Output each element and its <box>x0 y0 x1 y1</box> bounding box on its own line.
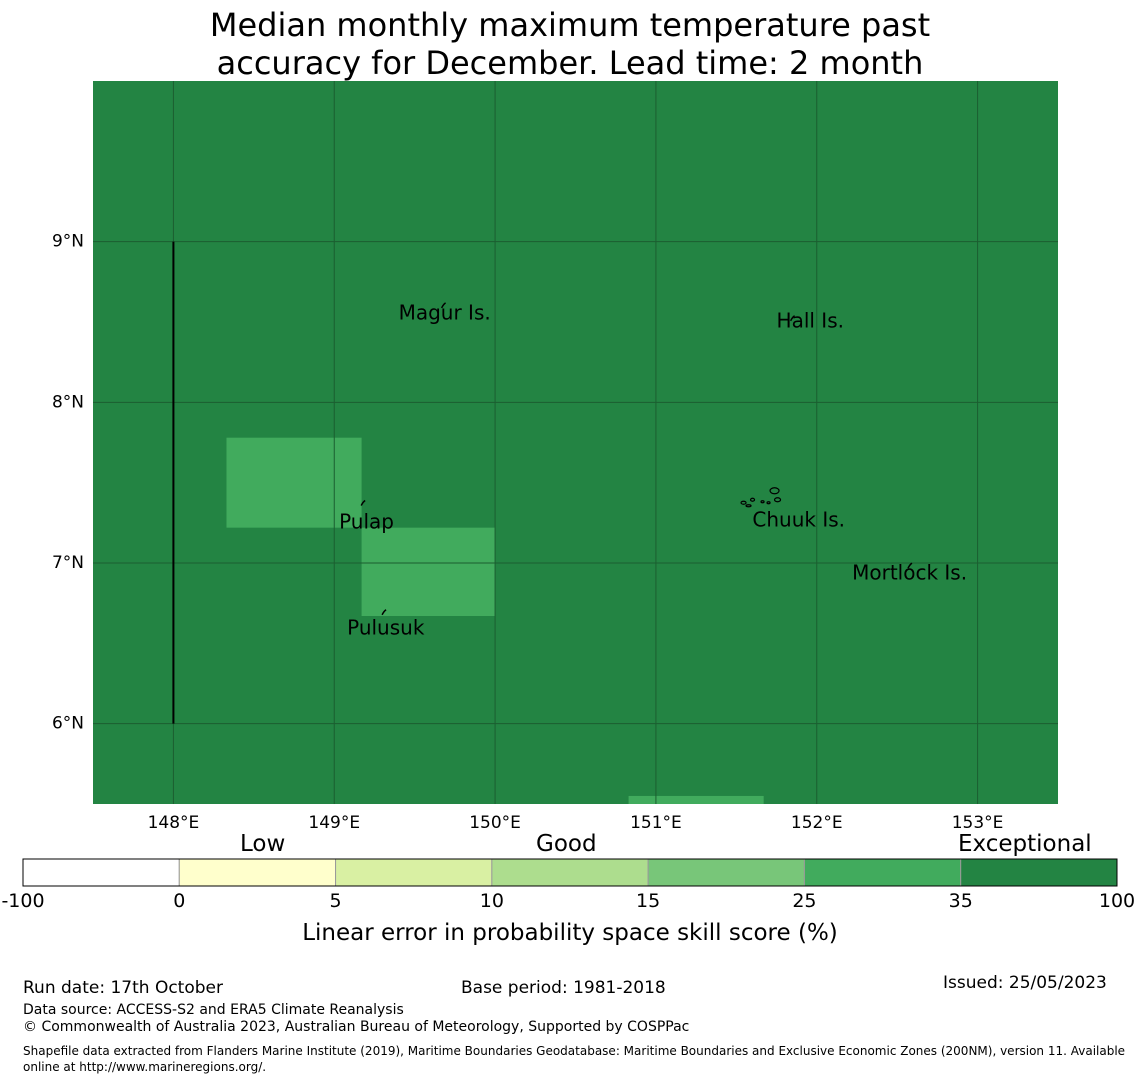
island-pulusuk-outline <box>381 609 387 616</box>
lon-tick-label: 152°E <box>791 813 843 833</box>
colorbar-bin-10-15 <box>491 858 649 887</box>
lon-tick-label: 153°E <box>952 813 1004 833</box>
lat-tick-label: 8°N <box>52 392 84 412</box>
colorbar-bin-35-100 <box>960 858 1118 887</box>
place-labels: Magur Is. Hall Is. Pulap Chuuk Is. Mortlock … <box>339 300 967 639</box>
island-chuuk-outline <box>740 487 782 508</box>
colorbar-bin-0-5 <box>178 858 337 887</box>
lon-tick-label: 150°E <box>469 813 521 833</box>
lat-tick-label: 7°N <box>52 553 84 573</box>
colorbar-tick-label: 10 <box>479 890 504 912</box>
colorbar-bin-25-35 <box>803 858 962 887</box>
place-label-hall-is: Hall Is. <box>777 309 844 333</box>
island-outlines <box>360 302 913 616</box>
place-label-pulap: Pulap <box>339 509 394 533</box>
colorbar-tick-label: 25 <box>792 890 817 912</box>
colorbar-label: Linear error in probability space skill … <box>302 920 838 946</box>
place-label-mortlock-is: Mortlock Is. <box>852 561 967 585</box>
map-title: Median monthly maximum temperature past … <box>0 6 1140 82</box>
colorbar-bin--100-0 <box>22 858 180 887</box>
island-mortlock-is-outline <box>907 562 913 569</box>
colorbar-tick-label: 5 <box>329 890 342 912</box>
category-low: Low <box>240 831 286 857</box>
colorbar-frame <box>22 858 1118 887</box>
graticule <box>93 81 1058 804</box>
title-line-1: Median monthly maximum temperature past <box>209 6 931 44</box>
lon-tick-label: 148°E <box>148 813 200 833</box>
skill-cell-2 <box>361 527 496 617</box>
colorbar-tick-label: 0 <box>173 890 186 912</box>
base-period: Base period: 1981-2018 <box>461 978 666 998</box>
colorbar-tick-label: -100 <box>1 890 45 912</box>
colorbar-bin-15-25 <box>647 858 805 887</box>
axis-tick-labels: 148°E 149°E 150°E 151°E 152°E 153°E 6°N 7°N 8°N 9… <box>52 232 1003 833</box>
place-label-pulusuk: Pulusuk <box>347 615 425 639</box>
skill-cell-3 <box>628 795 764 804</box>
lon-tick-label: 149°E <box>308 813 360 833</box>
skill-cells <box>226 437 764 804</box>
colorbar-bin-5-10 <box>335 858 493 887</box>
island-magur-is-outline <box>440 302 446 309</box>
skill-cell-1 <box>226 437 362 528</box>
data-source: Data source: ACCESS-S2 and ERA5 Climate … <box>23 1002 404 1018</box>
copyright: © Commonwealth of Australia 2023, Austra… <box>23 1019 690 1035</box>
island-pulap-outline <box>360 499 366 506</box>
colorbar <box>22 858 1118 887</box>
category-exceptional: Exceptional <box>958 831 1092 857</box>
category-good: Good <box>536 831 597 857</box>
lon-tick-label: 151°E <box>630 813 682 833</box>
issued-date: Issued: 25/05/2023 <box>943 973 1107 993</box>
place-label-magur-is: Magur Is. <box>399 300 491 324</box>
colorbar-tick-label: 15 <box>636 890 661 912</box>
island-hall-is-outline <box>789 315 796 322</box>
shapefile-credit: Shapefile data extracted from Flanders M… <box>23 1044 1126 1074</box>
lat-tick-label: 6°N <box>52 714 84 734</box>
title-line-2: accuracy for December. Lead time: 2 mont… <box>216 44 924 82</box>
lat-tick-label: 9°N <box>52 232 84 252</box>
run-date: Run date: 17th October <box>23 978 223 998</box>
colorbar-tick-label: 35 <box>948 890 973 912</box>
place-label-chuuk-is: Chuuk Is. <box>752 508 845 532</box>
colorbar-tick-label: 100 <box>1098 890 1136 912</box>
